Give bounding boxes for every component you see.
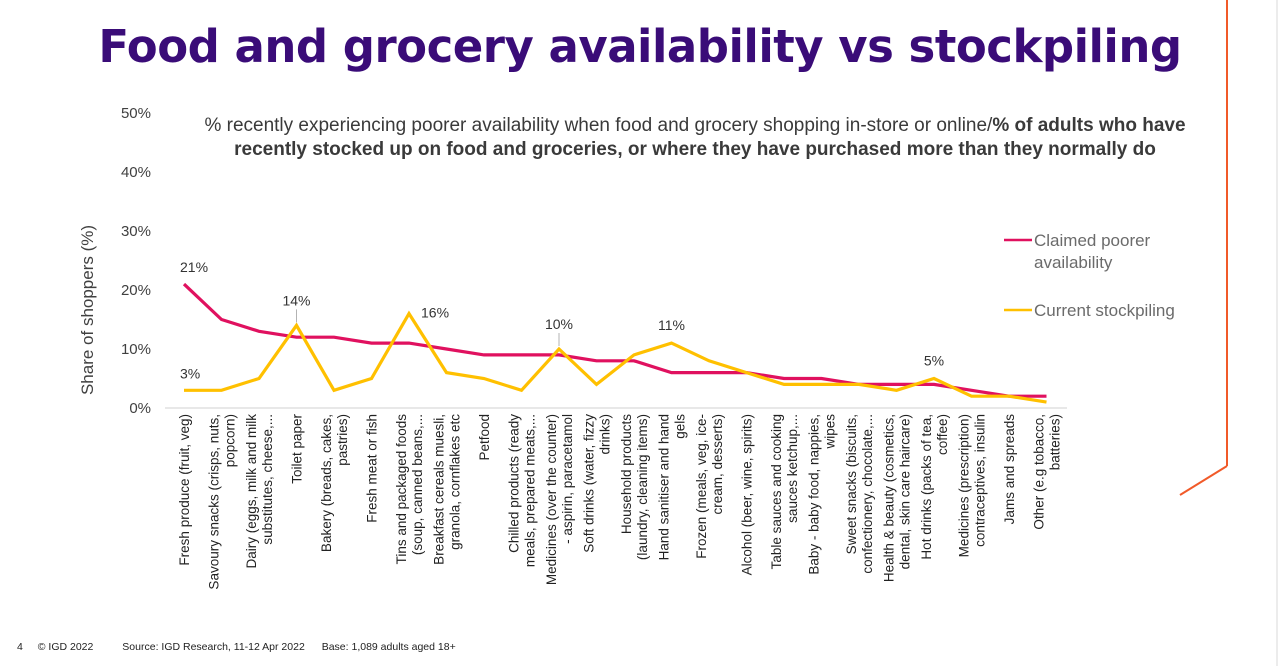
data-label: 14%: [282, 292, 310, 308]
x-tick-label: contraceptives, insulin: [973, 414, 988, 547]
legend: Claimed poorer availability Current stockp…: [1004, 231, 1175, 320]
data-label: 3%: [180, 365, 200, 381]
x-tick-label: granola, cornflakes etc: [448, 414, 463, 550]
data-label: 16%: [421, 305, 449, 321]
x-tick-label: Baby - baby food, nappies,: [807, 414, 822, 575]
data-label: 10%: [545, 316, 573, 332]
x-tick-label: popcorn): [223, 414, 238, 467]
x-tick-label: wipes: [823, 414, 838, 450]
legend-label: Current stockpiling: [1034, 301, 1175, 320]
x-tick-label: meals, prepared meats,...: [523, 414, 538, 567]
y-tick-label: 10%: [121, 341, 151, 358]
x-tick-label: Dairy (eggs, milk and milk: [244, 414, 259, 569]
x-tick-label: gels: [673, 414, 688, 439]
x-tick-label: Other (e.g tobacco,: [1032, 414, 1047, 530]
frame-line-diagonal: [1179, 465, 1228, 496]
source-note: Source: IGD Research, 11-12 Apr 2022: [122, 641, 305, 653]
y-tick-label: 0%: [129, 400, 151, 417]
y-tick-label: 50%: [121, 105, 151, 122]
x-tick-label: Toilet paper: [290, 413, 305, 483]
x-tick-label: confectionery, chocolate,...: [860, 414, 875, 574]
x-tick-label: drinks): [598, 414, 613, 455]
x-tick-label: dental, skin care haircare): [898, 414, 913, 569]
x-tick-label: Alcohol (beer, wine, spirits): [740, 414, 755, 575]
x-tick-label: Sweet snacks (biscuits,: [844, 414, 859, 554]
subtitle-normal: % recently experiencing poorer availabil…: [204, 115, 993, 136]
data-label: 5%: [924, 353, 944, 369]
x-tick-label: cream, desserts): [710, 414, 725, 515]
x-tick-label: substitutes, cheese,...: [260, 414, 275, 545]
legend-label: availability: [1034, 253, 1113, 272]
x-tick-label: Bakery (breads, cakes,: [319, 414, 334, 552]
x-tick-label: Jams and spreads: [1002, 414, 1017, 525]
x-tick-label: Medicines (prescription): [957, 414, 972, 557]
x-tick-label: sauces ketchup,...: [785, 414, 800, 523]
legend-label: Claimed poorer: [1034, 231, 1151, 250]
x-tick-label: Chilled products (ready: [507, 414, 522, 553]
y-tick-label: 30%: [121, 223, 151, 240]
x-tick-label: Hot drinks (packs of tea,: [919, 414, 934, 560]
x-tick-label: batteries): [1048, 414, 1063, 470]
x-tick-label: Soft drinks (water, fizzy: [582, 414, 597, 553]
x-tick-label: Tins and packaged foods: [394, 414, 409, 565]
x-tick-label: Fresh produce (fruit, veg): [177, 414, 192, 566]
series-line-claimed-poorer-availability: [182, 282, 1047, 398]
series-lines: [182, 282, 1047, 404]
x-tick-label: Hand sanitiser and hand: [657, 414, 672, 560]
x-tick-label: (laundry, cleaning items): [635, 414, 650, 560]
page-number: 4: [17, 641, 23, 653]
series-line-current-stockpiling: [184, 310, 1047, 404]
x-tick-label: Petfood: [477, 414, 492, 461]
x-tick-label: pastries): [335, 414, 350, 466]
y-axis-label: Share of shoppers (%): [78, 225, 97, 395]
x-tick-label: Breakfast cereals muesli,: [432, 414, 447, 565]
data-label: 21%: [180, 259, 208, 275]
copyright: © IGD 2022: [37, 641, 94, 653]
x-tick-label: (soup, canned beans,...: [410, 414, 425, 555]
x-tick-label: Savoury snacks (crisps, nuts,: [207, 414, 222, 590]
x-tick-label: Household products: [619, 414, 634, 534]
x-tick-label: Table sauces and cooking: [769, 414, 784, 569]
x-tick-label: Fresh meat or fish: [365, 414, 380, 523]
x-tick-label: Frozen (meals, veg, ice-: [694, 414, 709, 559]
slide-title: Food and grocery availability vs stockpi…: [98, 20, 1182, 73]
y-tick-label: 20%: [121, 282, 151, 299]
y-tick-label: 40%: [121, 164, 151, 181]
x-tick-label: Medicines (over the counter): [544, 414, 559, 585]
y-axis: 0% 10% 20% 30% 40% 50%: [121, 105, 151, 417]
x-tick-label: Health & beauty (cosmetics,: [882, 414, 897, 582]
footer: 4 © IGD 2022 Source: IGD Research, 11-12…: [17, 641, 470, 653]
data-labels: 21% 3% 14% 16% 10% 11% 5%: [180, 259, 944, 381]
x-tick-label: - aspirin, paracetamol: [560, 414, 575, 544]
data-label: 11%: [658, 317, 685, 333]
subtitle-bold: % of adults who have recently stocked up…: [234, 115, 1186, 160]
chart-subtitle: % recently experiencing poorer availabil…: [200, 114, 1190, 162]
x-axis-tick-labels: Fresh produce (fruit, veg) Savoury snacks…: [177, 413, 1063, 589]
base-note: Base: 1,089 adults aged 18+: [321, 641, 456, 653]
x-tick-label: coffee): [935, 414, 950, 455]
